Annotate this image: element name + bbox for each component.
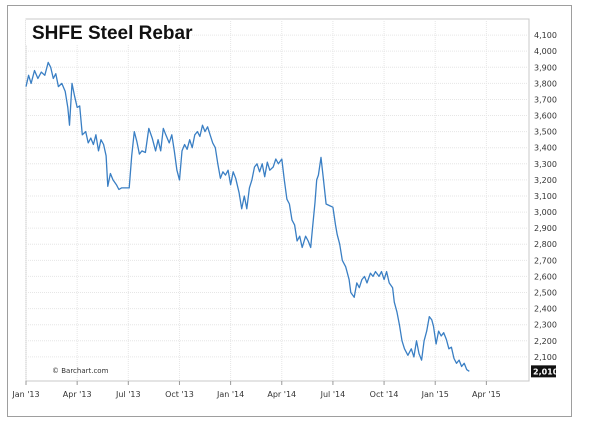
chart-frame: SHFE Steel Rebar 2,100 2,200 2,300 2,400 2,5… <box>7 5 572 417</box>
y-tick-label: 2,700 <box>534 256 557 265</box>
plot-border <box>25 18 530 382</box>
y-tick-label: 2,400 <box>534 305 557 314</box>
y-tick-label: 3,700 <box>534 95 557 104</box>
x-tick-label: Apr '15 <box>472 390 501 399</box>
copyright-text: © Barchart.com <box>52 367 109 375</box>
y-tick-label: 3,500 <box>534 128 557 137</box>
y-tick-label: 2,100 <box>534 353 557 362</box>
x-tick-label: Jul '13 <box>115 390 141 399</box>
y-tick-label: 2,500 <box>534 289 557 298</box>
x-tick-label: Apr '14 <box>267 390 296 399</box>
chart-title: SHFE Steel Rebar <box>32 23 193 44</box>
x-tick-label: Oct '14 <box>370 390 399 399</box>
x-tick-label: Jan '14 <box>216 390 244 399</box>
y-tick-label: 2,800 <box>534 240 557 249</box>
y-tick-label: 3,300 <box>534 160 557 169</box>
last-value-badge: 2,010 <box>531 365 559 378</box>
y-tick-label: 3,800 <box>534 79 557 88</box>
series-line-rebar <box>25 61 470 372</box>
y-tick-label: 2,900 <box>534 224 557 233</box>
y-tick-label: 3,000 <box>534 208 557 217</box>
y-tick-label: 2,200 <box>534 337 557 346</box>
y-tick-label: 3,600 <box>534 112 557 121</box>
x-tick-label: Apr '13 <box>63 390 92 399</box>
x-tick-label: Oct '13 <box>165 390 194 399</box>
y-tick-label: 3,200 <box>534 176 557 185</box>
y-axis: 2,100 2,200 2,300 2,400 2,500 2,600 2,700 2,800… <box>534 31 557 362</box>
y-tick-label: 4,000 <box>534 47 557 56</box>
x-tick-label: Jul '14 <box>320 390 346 399</box>
x-tick-label: Jan '13 <box>11 390 39 399</box>
y-tick-label: 3,900 <box>534 63 557 72</box>
y-tick-label: 2,300 <box>534 321 557 330</box>
y-tick-label: 2,600 <box>534 272 557 281</box>
x-axis: Jan '13 Apr '13 Jul '13 Oct '13 Jan '14 Apr '… <box>11 381 501 399</box>
y-tick-label: 4,100 <box>534 31 557 40</box>
y-tick-label: 3,100 <box>534 192 557 201</box>
y-tick-label: 3,400 <box>534 144 557 153</box>
last-value-box <box>531 365 556 378</box>
chart-area: SHFE Steel Rebar 2,100 2,200 2,300 2,400 2,5… <box>11 18 559 399</box>
title-background <box>26 20 192 45</box>
x-tick-label: Jan '15 <box>421 390 449 399</box>
last-value-label: 2,010 <box>533 367 559 376</box>
grid-lines <box>25 18 530 382</box>
